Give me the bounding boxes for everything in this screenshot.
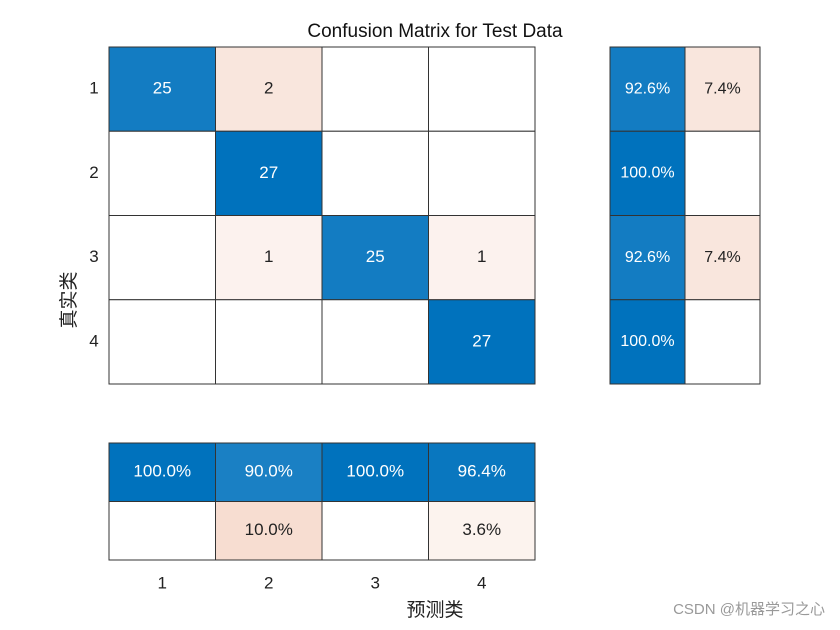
matrix-cell (108, 46, 216, 132)
empty-cell (108, 501, 216, 561)
empty-cell (321, 46, 429, 132)
matrix-cell (428, 299, 536, 385)
matrix-cell (215, 215, 323, 301)
cell-value: 25 (366, 247, 385, 266)
empty-cell (215, 299, 323, 385)
column-summary-label: 10.0% (245, 520, 293, 539)
column-summary-cell (108, 442, 216, 502)
row-summary-label: 92.6% (625, 80, 670, 97)
y-tick-label: 2 (89, 163, 98, 182)
matrix-cell (215, 46, 323, 132)
column-summary-label: 3.6% (462, 520, 501, 539)
column-summary-label: 96.4% (458, 462, 506, 481)
column-summary-label: 90.0% (245, 462, 293, 481)
empty-cell (684, 299, 761, 385)
cell-value: 25 (153, 79, 172, 98)
cell-value: 1 (264, 247, 273, 266)
empty-cell (321, 130, 429, 216)
row-summary-label: 100.0% (620, 333, 674, 350)
empty-cell (108, 299, 216, 385)
row-summary-label: 92.6% (625, 249, 670, 266)
matrix-cell (215, 130, 323, 216)
cell-value: 1 (477, 247, 486, 266)
y-tick-label: 1 (89, 79, 98, 98)
watermark: CSDN @机器学习之心 (673, 601, 825, 618)
row-summary-label: 7.4% (704, 80, 740, 97)
x-axis-label: 预测类 (406, 599, 463, 621)
y-tick-label: 3 (89, 247, 98, 266)
row-summary-cell (609, 46, 686, 132)
chart-title: Confusion Matrix for Test Data (307, 21, 563, 42)
cell-value: 27 (259, 163, 278, 182)
cell-value: 2 (264, 79, 273, 98)
x-tick-label: 3 (371, 573, 380, 592)
empty-cell (108, 215, 216, 301)
matrix-cell (428, 215, 536, 301)
x-tick-label: 4 (477, 573, 486, 592)
y-axis-label: 真实类 (58, 271, 80, 328)
empty-cell (321, 299, 429, 385)
column-summary-cell (321, 442, 429, 502)
row-summary-cell (609, 299, 686, 385)
empty-cell (684, 130, 761, 216)
column-summary-cell (428, 501, 536, 561)
y-tick-label: 4 (89, 331, 98, 350)
row-summary-label: 100.0% (620, 165, 674, 182)
row-summary-label: 7.4% (704, 249, 740, 266)
x-tick-label: 1 (158, 573, 167, 592)
row-summary-cell (684, 215, 761, 301)
empty-cell (108, 130, 216, 216)
column-summary-label: 100.0% (346, 462, 404, 481)
matrix-cell (321, 215, 429, 301)
cell-value: 27 (472, 331, 491, 350)
empty-cell (428, 46, 536, 132)
x-tick-label: 2 (264, 573, 273, 592)
column-summary-cell (215, 501, 323, 561)
row-summary-cell (609, 130, 686, 216)
column-summary-cell (428, 442, 536, 502)
empty-cell (321, 501, 429, 561)
empty-cell (428, 130, 536, 216)
column-summary-label: 100.0% (133, 462, 191, 481)
